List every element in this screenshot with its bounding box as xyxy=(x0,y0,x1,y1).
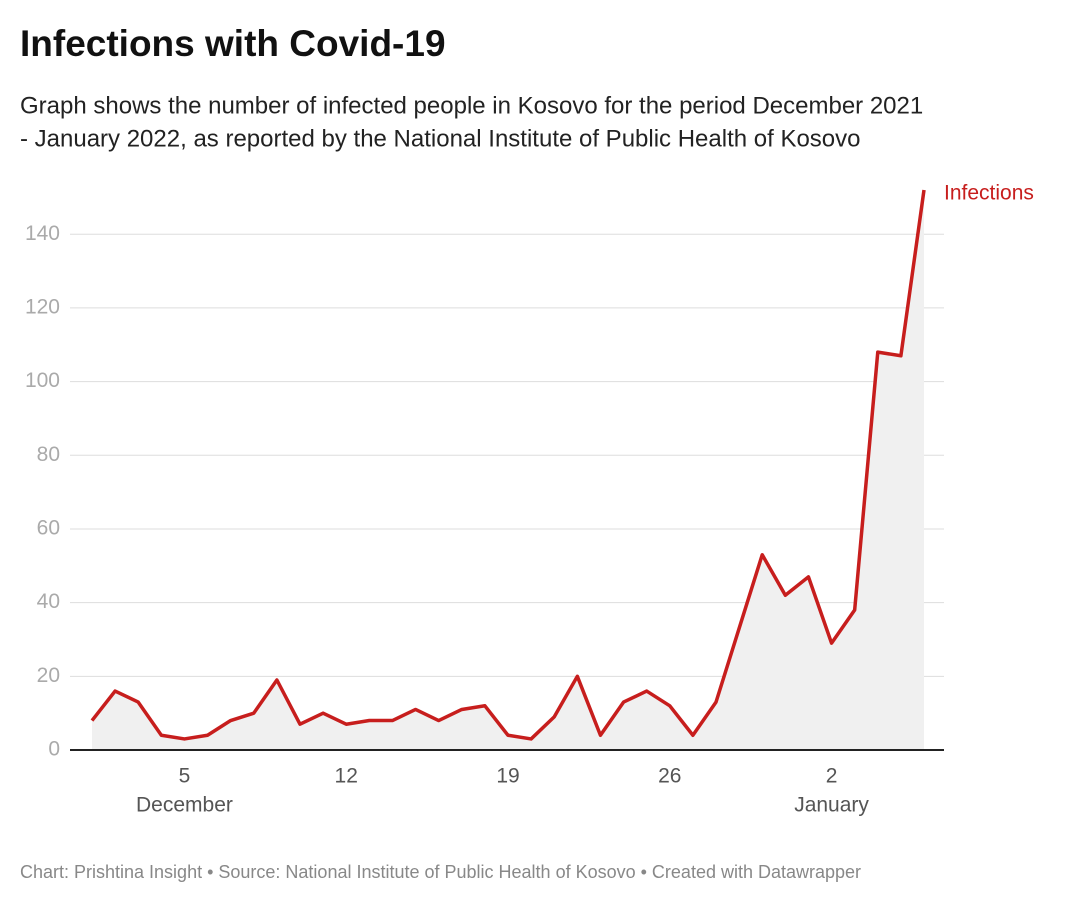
y-tick-label: 140 xyxy=(25,222,60,245)
line xyxy=(90,189,926,741)
y-tick-label: 0 xyxy=(48,738,60,761)
subtitle: - January 2022, as reported by the Natio… xyxy=(20,125,861,152)
area xyxy=(92,190,924,750)
y-tick-label: 60 xyxy=(37,516,60,539)
y-tick-label: 100 xyxy=(25,369,60,392)
x-tick-label: 2 xyxy=(826,765,838,788)
footer: Chart: Prishtina Insight • Source: Natio… xyxy=(20,862,861,882)
subtitle: Graph shows the number of infected peopl… xyxy=(20,92,923,119)
y-tick-label: 80 xyxy=(37,443,60,466)
x-tick-label: 26 xyxy=(658,765,681,788)
x-tick-label: 19 xyxy=(496,765,519,788)
x-month-label: December xyxy=(136,794,233,817)
x-tick-label: 12 xyxy=(335,765,358,788)
series-label: Infections xyxy=(944,182,1034,205)
x-tick-label: 5 xyxy=(179,765,191,788)
y-tick-label: 20 xyxy=(37,664,60,687)
x-month-label: January xyxy=(794,794,869,817)
y-tick-label: 40 xyxy=(37,590,60,613)
y-tick-label: 120 xyxy=(25,295,60,318)
chart-title: Infections with Covid-19 xyxy=(20,23,446,64)
